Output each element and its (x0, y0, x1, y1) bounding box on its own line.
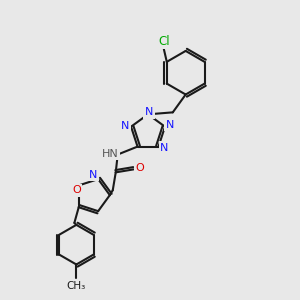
Text: N: N (160, 142, 169, 153)
Text: O: O (135, 164, 144, 173)
Text: O: O (72, 185, 81, 195)
Text: N: N (166, 120, 174, 130)
Text: CH₃: CH₃ (67, 281, 86, 291)
Text: N: N (121, 121, 129, 131)
Text: N: N (145, 107, 153, 117)
Text: N: N (89, 170, 98, 180)
Text: Cl: Cl (158, 34, 169, 47)
Text: HN: HN (101, 148, 118, 158)
